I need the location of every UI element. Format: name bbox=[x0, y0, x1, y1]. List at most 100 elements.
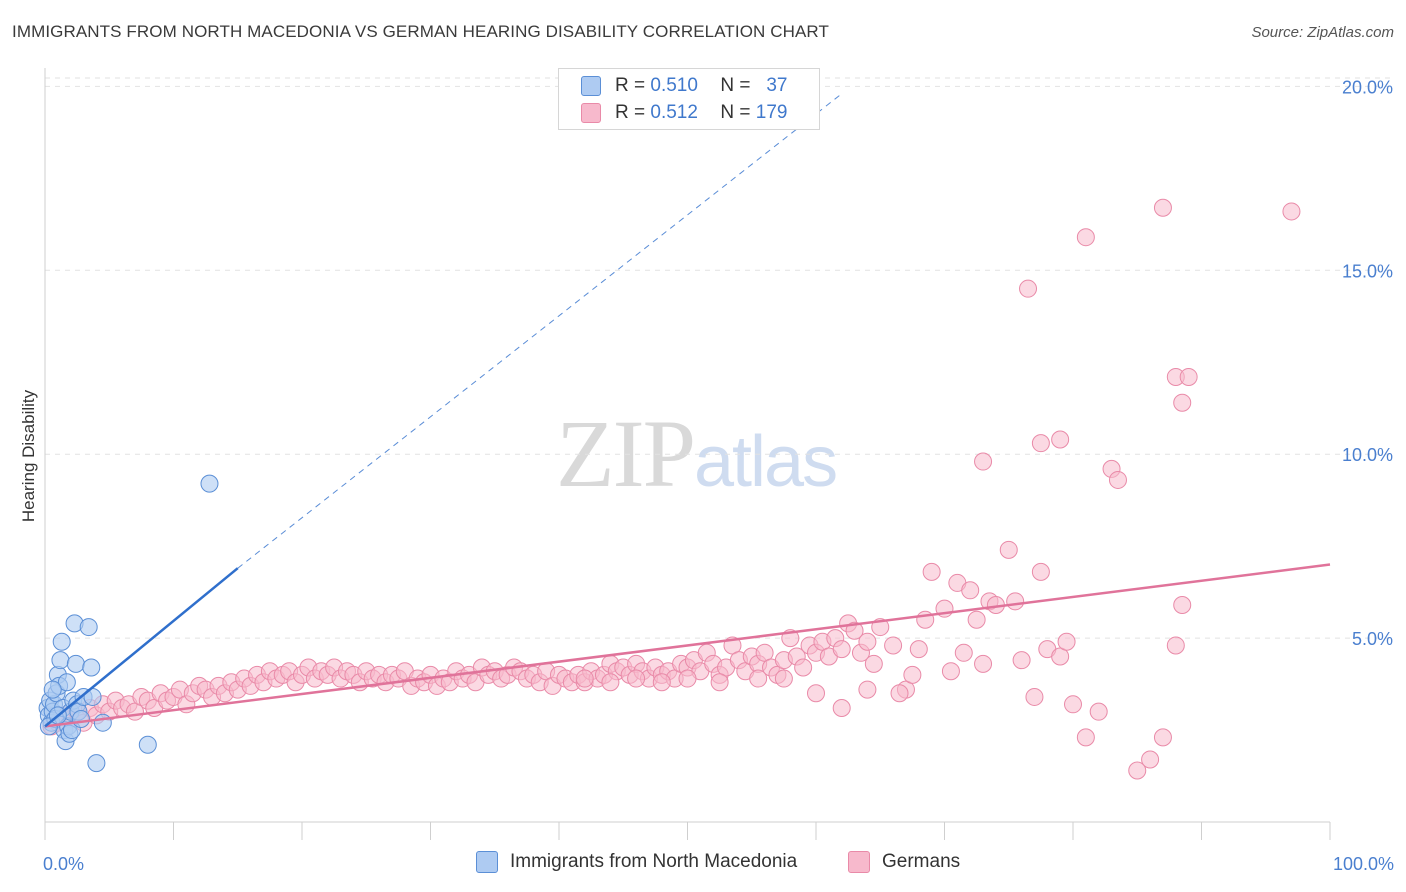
bottom-legend-label: Germans bbox=[882, 851, 961, 872]
point-north-macedonia bbox=[66, 654, 85, 673]
point-germans bbox=[858, 680, 877, 699]
legend-row-germans: R = 0.512 N = 179 bbox=[581, 102, 787, 124]
point-north-macedonia bbox=[79, 618, 98, 637]
point-germans bbox=[974, 452, 993, 471]
point-germans bbox=[1064, 695, 1082, 714]
point-germans bbox=[1173, 393, 1192, 412]
grid-lines bbox=[45, 77, 1390, 639]
point-germans bbox=[678, 669, 697, 688]
point-germans bbox=[941, 662, 960, 681]
point-germans bbox=[601, 673, 620, 692]
point-germans bbox=[1153, 198, 1172, 217]
legend-row-north-macedonia: R = 0.510 N = 37 bbox=[581, 75, 787, 97]
y-tick-label: 10.0% bbox=[1342, 445, 1393, 465]
point-north-macedonia bbox=[43, 680, 62, 699]
point-germans bbox=[1173, 595, 1192, 614]
point-north-macedonia bbox=[82, 658, 101, 677]
point-germans bbox=[774, 669, 793, 688]
point-germans bbox=[627, 669, 646, 688]
bottom-legend-item-north-macedonia[interactable]: Immigrants from North Macedonia bbox=[476, 851, 797, 873]
legend-swatch-pink bbox=[581, 103, 601, 123]
chart-title: IMMIGRANTS FROM NORTH MACEDONIA VS GERMA… bbox=[12, 22, 829, 41]
point-germans bbox=[1166, 636, 1185, 655]
tick-labels: 5.0% 10.0% 15.0% 20.0% 0.0% 100.0% bbox=[43, 77, 1394, 874]
point-germans bbox=[864, 654, 883, 673]
point-germans bbox=[749, 669, 768, 688]
point-germans bbox=[903, 665, 922, 684]
bottom-legend: Immigrants from North Macedonia Germans bbox=[0, 851, 1406, 877]
point-germans bbox=[807, 684, 825, 703]
stats-legend: R = 0.510 N = 37 R = 0.512 N = 179 bbox=[558, 68, 820, 130]
point-germans bbox=[922, 562, 941, 581]
point-germans bbox=[1108, 470, 1127, 489]
trend-line-germans bbox=[44, 563, 1331, 728]
point-germans bbox=[832, 640, 851, 659]
legend-r-value: 0.510 bbox=[650, 75, 698, 96]
y-tick-label: 20.0% bbox=[1342, 77, 1393, 97]
point-germans bbox=[1179, 367, 1198, 386]
legend-r-label: R = bbox=[615, 75, 646, 96]
watermark-zip: ZIP bbox=[556, 400, 696, 507]
bottom-legend-swatch-blue bbox=[476, 851, 498, 873]
point-germans bbox=[1089, 702, 1108, 721]
x-tick-label-max: 100.0% bbox=[1333, 854, 1394, 874]
point-germans bbox=[1076, 228, 1095, 247]
point-germans bbox=[1031, 562, 1050, 581]
point-germans bbox=[858, 632, 877, 651]
point-north-macedonia bbox=[52, 632, 71, 651]
point-germans bbox=[1006, 592, 1025, 611]
legend-r-label: R = bbox=[615, 102, 646, 123]
bottom-legend-item-germans[interactable]: Germans bbox=[848, 851, 960, 873]
point-germans bbox=[652, 673, 671, 692]
bottom-legend-swatch-pink bbox=[848, 851, 870, 873]
point-germans bbox=[845, 621, 864, 640]
point-north-macedonia bbox=[93, 713, 112, 732]
y-axis-label: Hearing Disability bbox=[19, 389, 38, 522]
point-north-macedonia bbox=[87, 754, 106, 773]
point-germans bbox=[967, 610, 986, 629]
point-germans bbox=[1019, 279, 1038, 298]
point-north-macedonia bbox=[57, 673, 76, 692]
watermark: ZIPatlas bbox=[556, 398, 838, 509]
trend-line-north-macedonia-extension bbox=[237, 93, 843, 569]
point-north-macedonia bbox=[51, 651, 70, 670]
point-germans bbox=[575, 669, 594, 688]
point-north-macedonia bbox=[138, 735, 157, 754]
point-germans bbox=[1031, 434, 1050, 453]
point-germans bbox=[1128, 761, 1147, 780]
point-germans bbox=[1025, 687, 1044, 706]
legend-n-value: 179 bbox=[755, 102, 788, 123]
point-germans bbox=[909, 640, 928, 659]
point-germans bbox=[1076, 728, 1095, 747]
legend-n-value: 37 bbox=[766, 75, 788, 96]
series-germans bbox=[42, 198, 1301, 780]
point-germans bbox=[884, 636, 903, 655]
trend-line-north-macedonia bbox=[44, 567, 239, 728]
series-north-macedonia bbox=[38, 474, 219, 773]
point-north-macedonia bbox=[200, 474, 219, 493]
y-tick-label: 15.0% bbox=[1342, 261, 1393, 281]
chart-source: Source: ZipAtlas.com bbox=[1251, 24, 1394, 41]
point-germans bbox=[1153, 728, 1172, 747]
watermark-atlas: atlas bbox=[694, 422, 838, 502]
point-germans bbox=[1282, 202, 1301, 221]
trend-lines bbox=[44, 93, 1331, 728]
point-germans bbox=[794, 658, 813, 677]
legend-r-value: 0.512 bbox=[650, 102, 698, 123]
point-germans bbox=[1141, 750, 1160, 769]
point-germans bbox=[832, 698, 851, 717]
point-germans bbox=[710, 673, 729, 692]
point-germans bbox=[974, 654, 993, 673]
point-germans bbox=[999, 540, 1018, 559]
point-north-macedonia bbox=[71, 710, 90, 729]
point-germans bbox=[1051, 430, 1070, 449]
x-tick-label-min: 0.0% bbox=[43, 854, 84, 874]
y-tick-label: 5.0% bbox=[1352, 629, 1393, 649]
point-germans bbox=[954, 643, 973, 662]
bottom-legend-label: Immigrants from North Macedonia bbox=[510, 851, 798, 872]
legend-n-label: N = bbox=[720, 102, 751, 123]
legend-n-label: N = bbox=[720, 75, 751, 96]
point-germans bbox=[961, 581, 980, 600]
point-germans bbox=[1057, 632, 1076, 651]
